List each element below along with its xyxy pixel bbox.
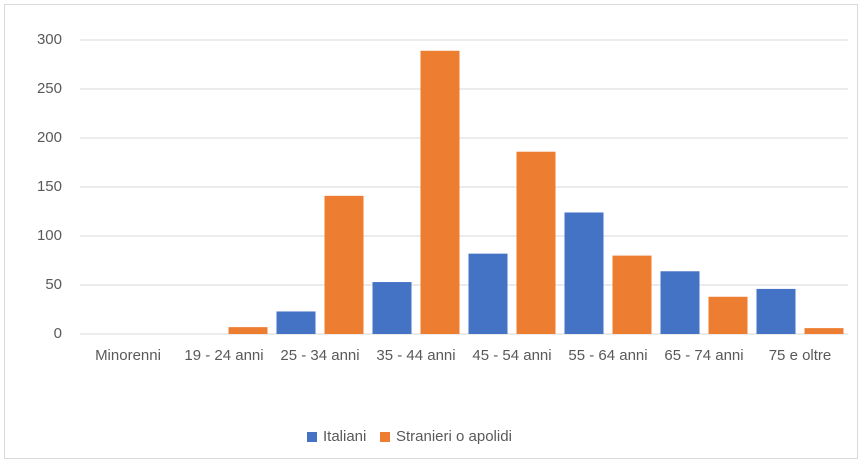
bar bbox=[804, 328, 844, 334]
y-tick-label: 0 bbox=[54, 325, 62, 342]
bar bbox=[372, 282, 412, 334]
x-tick-label: 55 - 64 anni bbox=[568, 347, 648, 364]
bar bbox=[708, 296, 748, 334]
x-tick-label: 45 - 54 anni bbox=[472, 347, 552, 364]
bar bbox=[420, 50, 460, 334]
y-tick-label: 50 bbox=[45, 276, 62, 293]
bar bbox=[660, 271, 700, 334]
x-tick-label: 25 - 34 anni bbox=[280, 347, 360, 364]
bar bbox=[276, 311, 316, 334]
y-tick-label: 250 bbox=[37, 80, 62, 97]
y-tick-label: 300 bbox=[37, 31, 62, 48]
x-tick-label: 35 - 44 anni bbox=[376, 347, 456, 364]
legend-item: Stranieri o apolidi bbox=[380, 428, 512, 445]
legend-label: Stranieri o apolidi bbox=[396, 428, 512, 445]
bar bbox=[228, 327, 268, 334]
bar bbox=[564, 212, 604, 334]
bar bbox=[756, 288, 796, 334]
y-tick-label: 200 bbox=[37, 129, 62, 146]
legend-label: Italiani bbox=[323, 428, 367, 445]
y-tick-label: 100 bbox=[37, 227, 62, 244]
x-tick-label: 75 e oltre bbox=[768, 347, 832, 364]
legend-swatch bbox=[307, 431, 317, 442]
bar bbox=[516, 151, 556, 334]
bar bbox=[468, 253, 508, 334]
bar bbox=[612, 255, 652, 334]
bar bbox=[324, 195, 364, 334]
legend-item: Italiani bbox=[307, 428, 366, 445]
x-tick-label: 19 - 24 anni bbox=[184, 347, 264, 364]
y-tick-label: 150 bbox=[37, 178, 62, 195]
chart-frame bbox=[4, 4, 858, 459]
x-tick-label: 65 - 74 anni bbox=[664, 347, 744, 364]
x-tick-label: Minorenni bbox=[95, 347, 161, 364]
legend-swatch bbox=[380, 431, 390, 442]
